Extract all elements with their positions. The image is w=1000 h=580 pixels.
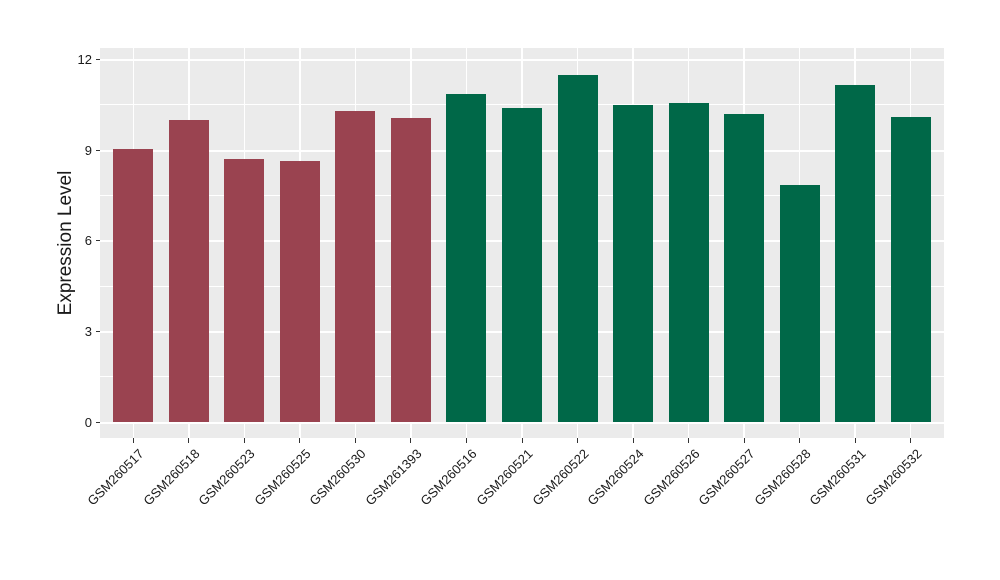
y-axis-tick-mark bbox=[95, 149, 100, 151]
bar-GSM260524 bbox=[613, 104, 654, 422]
bar-GSM261393 bbox=[390, 118, 431, 422]
x-axis-tick-mark bbox=[688, 438, 690, 443]
bar-GSM260525 bbox=[279, 160, 320, 422]
bar-GSM260528 bbox=[779, 184, 820, 422]
x-axis-tick-label: GSM260531 bbox=[806, 446, 869, 509]
x-axis-tick-mark bbox=[799, 438, 801, 443]
x-axis-tick-mark bbox=[410, 438, 412, 443]
x-axis-tick-mark bbox=[632, 438, 634, 443]
y-axis-tick-mark bbox=[95, 330, 100, 332]
x-axis-tick-label: GSM260523 bbox=[195, 446, 258, 509]
bar-GSM260517 bbox=[113, 148, 154, 422]
y-axis-tick-label: 12 bbox=[77, 52, 92, 68]
x-axis-tick-label: GSM260528 bbox=[751, 446, 814, 509]
x-axis-tick-label: GSM260525 bbox=[251, 446, 314, 509]
x-axis-tick-label: GSM260530 bbox=[306, 446, 370, 509]
x-axis-tick-mark bbox=[465, 438, 467, 443]
x-axis-tick-label: GSM260516 bbox=[417, 446, 481, 509]
x-axis-tick-label: GSM260517 bbox=[84, 446, 147, 509]
x-axis-tick-mark bbox=[854, 438, 856, 443]
x-axis-tick-mark bbox=[132, 438, 134, 443]
bar-GSM260516 bbox=[446, 94, 487, 422]
bar-GSM260531 bbox=[835, 85, 876, 422]
y-axis-tick-label: 3 bbox=[84, 323, 92, 339]
x-axis-tick-label: GSM260532 bbox=[862, 446, 925, 509]
x-axis-tick-mark bbox=[743, 438, 745, 443]
x-axis-tick-mark bbox=[910, 438, 912, 443]
bar-GSM260518 bbox=[168, 120, 209, 422]
y-axis-tick-mark bbox=[95, 59, 100, 61]
x-axis-tick-mark bbox=[521, 438, 523, 443]
x-axis-tick-mark bbox=[299, 438, 301, 443]
x-axis-tick-label: GSM260521 bbox=[473, 446, 536, 509]
y-axis-tick-mark bbox=[95, 421, 100, 423]
x-axis-tick-label: GSM260524 bbox=[584, 446, 647, 509]
bar-GSM260521 bbox=[502, 107, 542, 422]
x-axis-tick-label: GSM260526 bbox=[639, 446, 703, 509]
x-axis-tick-label: GSM260522 bbox=[528, 446, 592, 509]
bar-GSM260526 bbox=[668, 103, 709, 422]
bar-GSM260530 bbox=[335, 110, 376, 422]
bar-GSM260522 bbox=[557, 74, 598, 422]
bar-GSM260532 bbox=[890, 116, 931, 422]
bar-GSM260523 bbox=[224, 159, 265, 422]
x-axis-tick-label: GSM261393 bbox=[362, 446, 425, 509]
x-axis-tick-label: GSM260518 bbox=[140, 446, 203, 509]
bar-GSM260527 bbox=[724, 113, 765, 422]
y-axis-tick-label: 6 bbox=[84, 233, 92, 249]
y-axis-tick-label: 0 bbox=[84, 414, 92, 430]
x-axis-tick-mark bbox=[243, 438, 245, 443]
x-axis-tick-mark bbox=[577, 438, 579, 443]
y-axis-tick-mark bbox=[95, 240, 100, 242]
x-axis-tick-mark bbox=[188, 438, 190, 443]
y-axis-tick-label: 9 bbox=[84, 142, 92, 158]
x-axis-tick-label: GSM260527 bbox=[695, 446, 758, 509]
x-axis-tick-mark bbox=[354, 438, 356, 443]
